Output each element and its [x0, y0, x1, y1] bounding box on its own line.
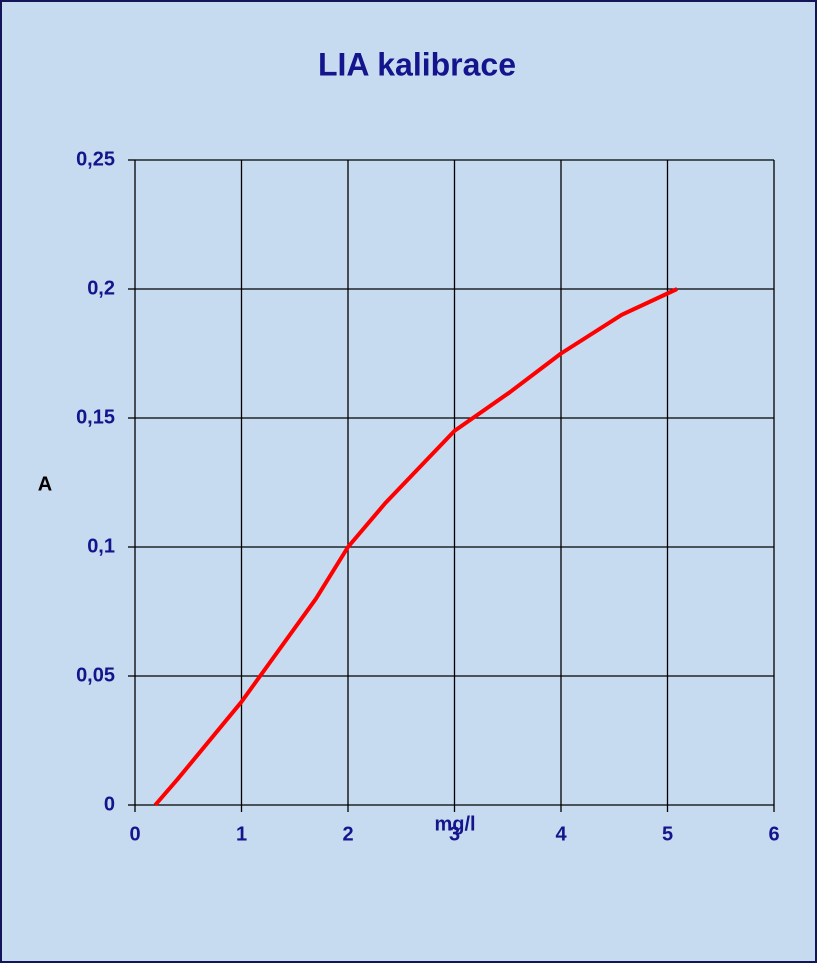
- y-tick-label: 0,05: [76, 664, 115, 686]
- chart-title: LIA kalibrace: [318, 46, 516, 82]
- x-tick-label: 6: [768, 823, 779, 845]
- x-tick-label: 1: [236, 823, 247, 845]
- x-tick-label: 5: [662, 823, 673, 845]
- y-tick-label: 0,1: [87, 535, 115, 557]
- x-tick-label: 3: [449, 823, 460, 845]
- x-tick-label: 2: [342, 823, 353, 845]
- x-tick-label: 0: [129, 823, 140, 845]
- x-axis-label: mg/l: [434, 813, 475, 835]
- y-tick-label: 0,15: [76, 406, 115, 428]
- data-line: [153, 287, 678, 807]
- y-tick-label: 0,2: [87, 277, 115, 299]
- y-tick-label: 0,25: [76, 148, 115, 170]
- y-tick-label: 0: [104, 793, 115, 815]
- y-axis-label: A: [38, 473, 52, 495]
- x-tick-label: 4: [555, 823, 567, 845]
